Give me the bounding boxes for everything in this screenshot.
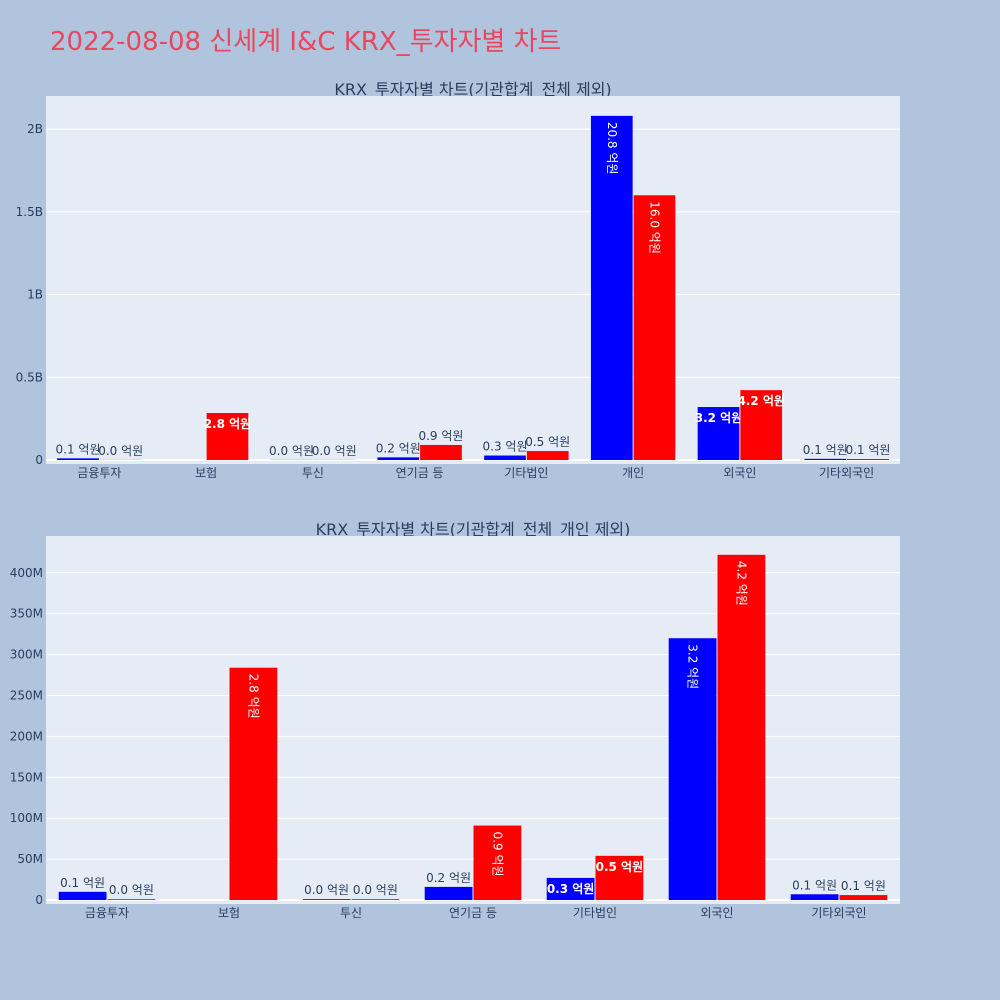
y-tick-label: 0.5B [16,370,43,384]
x-tick-label: 기타법인 [504,466,548,480]
bar [839,895,888,900]
y-tick-label: 1B [27,288,43,302]
x-tick-label: 외국인 [723,466,756,480]
data-label: 0.0 억원 [109,883,154,897]
data-label: 2.8 억원 [204,417,252,431]
y-tick-label: 1.5B [16,205,43,219]
x-tick-label: 투신 [340,906,362,920]
bar [546,877,595,900]
chart-1-title: KRX_투자자별 차트(기관합계_전체 제외) [334,80,611,100]
bar [107,899,156,900]
y-tick-label: 300M [10,648,43,662]
data-label: 20.8 억원 [605,122,619,175]
data-label: 0.1 억원 [841,879,886,893]
x-tick-label: 보험 [218,906,240,920]
data-label: 0.2 억원 [426,871,471,885]
bar [668,638,717,900]
bar [377,457,420,460]
data-label: 0.3 억원 [547,882,595,896]
data-label: 0.1 억원 [845,443,890,457]
bar [229,667,278,900]
y-tick-label: 100M [10,811,43,825]
x-tick-label: 기타외국인 [811,906,866,920]
data-label: 0.2 억원 [376,441,421,455]
bar [633,195,676,461]
bar [57,458,99,460]
y-tick-label: 2B [27,122,43,136]
data-label: 4.2 억원 [737,394,785,408]
y-tick-label: 350M [10,607,43,621]
y-tick-label: 0 [35,453,43,467]
figure-title: 2022-08-08 신세계 I&C KRX_투자자별 차트 [50,27,561,57]
bar [740,390,783,460]
bar [420,444,462,460]
y-tick-label: 250M [10,689,43,703]
bar [590,115,633,460]
bar [351,899,400,900]
chart-2-plot: 0 50M 100M 150M 200M 250M 300M 350M 400M 금융투자 0.1 … [10,536,900,920]
y-tick-label: 200M [10,729,43,743]
x-tick-label: 연기금 등 [449,906,497,920]
x-tick-label: 금융투자 [77,466,121,480]
bar [206,413,249,460]
data-label: 0.1 억원 [792,878,837,892]
data-label: 0.0 억원 [312,444,357,458]
bar [595,855,644,900]
bar [302,899,351,900]
x-tick-label: 개인 [622,466,644,480]
data-label: 0.5 억원 [596,860,644,874]
x-tick-label: 금융투자 [85,906,129,920]
data-label: 0.1 억원 [803,443,848,457]
data-label: 0.1 억원 [56,442,101,456]
bar [790,894,839,900]
bar [473,825,522,900]
bar [847,459,889,460]
plot-background [46,536,900,904]
data-label: 0.0 억원 [353,883,398,897]
x-tick-label: 보험 [195,466,217,480]
data-label: 0.1 억원 [60,876,105,890]
x-tick-label: 연기금 등 [396,466,444,480]
chart-2-title: KRX_투자자별 차트(기관합계_전체_개인 제외) [316,520,631,540]
data-label: 3.2 억원 [686,644,700,689]
data-label: 0.5 억원 [525,435,570,449]
data-label: 0.0 억원 [304,883,349,897]
data-label: 0.0 억원 [269,444,314,458]
bar [424,886,473,900]
bar [526,451,569,460]
x-tick-label: 외국인 [700,906,733,920]
data-label: 16.0 억원 [647,201,661,254]
y-tick-label: 150M [10,770,43,784]
x-tick-label: 투신 [302,466,324,480]
data-label: 4.2 억원 [734,561,748,606]
data-label: 3.2 억원 [695,411,743,425]
y-tick-label: 400M [10,566,43,580]
data-label: 0.9 억원 [490,832,504,877]
data-label: 0.0 억원 [98,444,143,458]
bar [717,554,766,900]
x-tick-label: 기타법인 [573,906,617,920]
y-tick-label: 0 [35,893,43,907]
bar [484,455,526,460]
bar [697,407,740,460]
bar [58,891,107,900]
y-tick-label: 50M [17,852,43,866]
data-label: 2.8 억원 [246,674,260,719]
bar [804,458,847,460]
data-label: 0.3 억원 [483,440,528,454]
x-tick-label: 기타외국인 [819,466,874,480]
data-label: 0.9 억원 [418,429,463,443]
